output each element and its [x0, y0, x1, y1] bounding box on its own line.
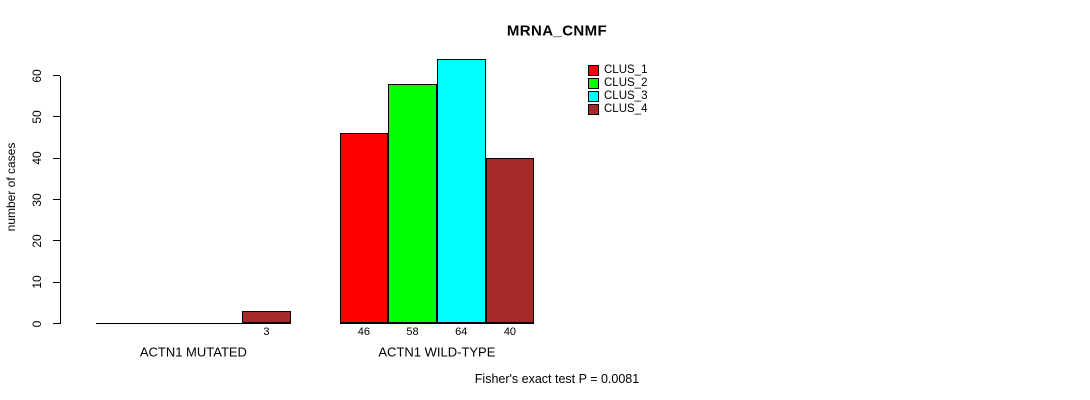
chart-title: MRNA_CNMF: [506, 22, 608, 40]
legend-swatch-clus_1: [588, 65, 599, 76]
footnote: Fisher's exact test P = 0.0081: [474, 372, 640, 386]
bar-clus_1: [339, 133, 389, 324]
bar-clus_3: [436, 58, 486, 324]
y-tick: [53, 157, 60, 159]
y-tick: [53, 323, 60, 324]
legend-label: CLUS_2: [604, 77, 648, 89]
y-tick-label: 40: [30, 151, 44, 165]
y-tick: [53, 240, 60, 242]
x-group-label: ACTN1 WILD-TYPE: [378, 344, 496, 360]
y-tick-label: 0: [30, 320, 44, 327]
y-tick-label: 50: [30, 110, 44, 124]
legend-item: CLUS_4: [588, 103, 647, 116]
legend: CLUS_1 CLUS_2 CLUS_3 CLUS_4: [588, 64, 647, 116]
bar-value-label: 40: [503, 326, 517, 338]
y-tick: [53, 75, 60, 76]
bar-value-label: 3: [263, 326, 270, 338]
bar-clus_2: [388, 83, 437, 324]
legend-item: CLUS_1: [588, 64, 647, 77]
legend-swatch-clus_2: [588, 78, 599, 89]
legend-label: CLUS_4: [604, 103, 648, 115]
y-tick-label: 20: [30, 234, 44, 248]
bar-value-label: 64: [455, 326, 468, 338]
legend-label: CLUS_1: [604, 64, 648, 76]
y-axis-line: [60, 75, 61, 324]
legend-label: CLUS_3: [604, 90, 648, 102]
x-group-label: ACTN1 MUTATED: [139, 344, 247, 360]
bar-clus_4: [485, 158, 535, 324]
y-tick: [53, 116, 60, 118]
bar-clus_4: [242, 311, 291, 324]
legend-item: CLUS_3: [588, 90, 647, 103]
y-tick: [53, 199, 60, 200]
x-baseline: [339, 323, 535, 324]
legend-swatch-clus_4: [588, 104, 599, 115]
legend-swatch-clus_3: [588, 91, 599, 102]
y-tick: [53, 281, 60, 283]
bar-value-label: 46: [357, 326, 370, 338]
y-tick-label: 10: [30, 275, 44, 289]
bar-value-label: 58: [406, 326, 419, 338]
legend-item: CLUS_2: [588, 77, 647, 90]
x-baseline: [96, 323, 291, 324]
y-tick-label: 30: [30, 192, 44, 207]
y-tick-label: 60: [30, 68, 44, 83]
